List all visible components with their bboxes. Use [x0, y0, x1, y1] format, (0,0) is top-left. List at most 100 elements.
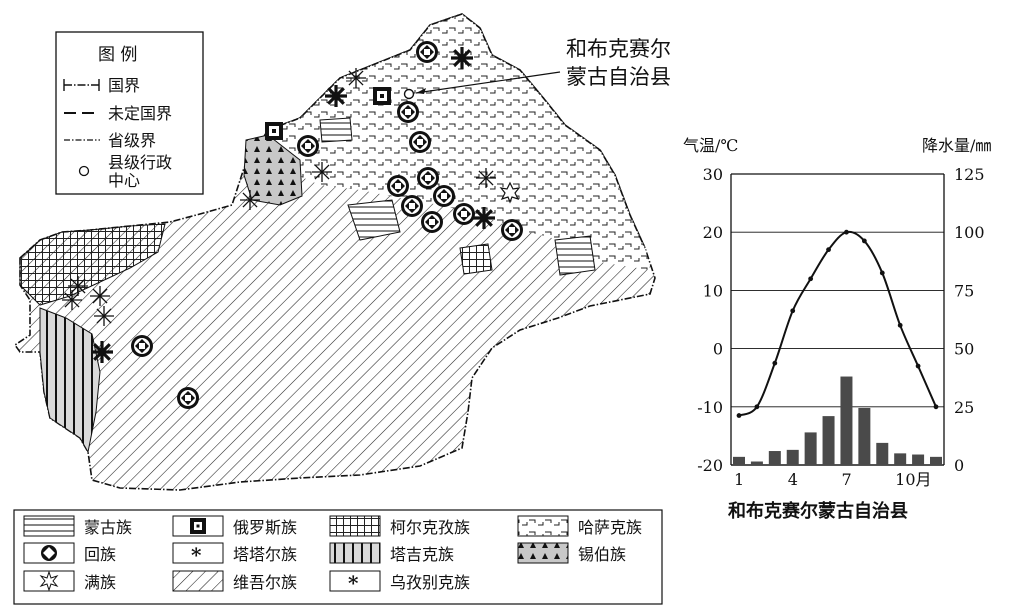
hui-symbol	[297, 135, 319, 157]
left-tick-label: 10	[703, 281, 723, 300]
uzbek-symbol	[90, 286, 110, 306]
precip-bar	[930, 457, 942, 465]
right-tick-label: 75	[954, 281, 974, 300]
x-tick-label: 10月	[895, 470, 931, 489]
callout-label-line1: 和布克赛尔	[566, 37, 671, 61]
left-tick-label: 30	[703, 165, 723, 184]
legend-label-provincial-border: 省级界	[108, 131, 156, 150]
temperature-point	[880, 271, 885, 276]
legend-label-uyghur: 维吾尔族	[233, 573, 297, 592]
x-tick-label: 7	[841, 470, 851, 489]
precip-bar	[876, 443, 888, 465]
right-axis-label: 降水量/㎜	[922, 136, 991, 155]
precip-bar	[858, 408, 870, 465]
legend-label-undetermined-border: 未定国界	[108, 104, 172, 123]
right-tick-label: 25	[954, 398, 974, 417]
precip-bar	[805, 432, 817, 465]
precip-bar	[787, 450, 799, 465]
precip-bar	[769, 451, 781, 465]
hui-symbol	[421, 211, 443, 233]
left-tick-label: 20	[703, 223, 723, 242]
legend-label-national-border: 国界	[108, 76, 140, 95]
x-tick-label: 1	[734, 470, 744, 489]
hui-symbol	[417, 167, 439, 189]
russian-swatch	[173, 516, 223, 536]
legend-label-tajik: 塔吉克族	[390, 545, 454, 564]
right-tick-label: 50	[954, 340, 974, 359]
precip-bar	[733, 457, 745, 465]
xibe-swatch	[518, 543, 568, 563]
hui-symbol	[501, 219, 523, 241]
legend-label-kyrgyz: 柯尔克孜族	[390, 518, 470, 537]
mongol-swatch	[24, 516, 74, 536]
uzbek-symbol	[476, 168, 496, 188]
uzbek-swatch: *	[330, 571, 380, 595]
precip-bar	[894, 453, 906, 465]
x-tick-label: 4	[788, 470, 798, 489]
svg-text:*: *	[191, 543, 202, 567]
uzbek-symbol	[312, 162, 332, 182]
callout-label-line2: 蒙古自治县	[566, 65, 671, 89]
temperature-point	[862, 239, 867, 244]
temperature-point	[808, 276, 813, 281]
tatar-symbol	[325, 85, 347, 107]
tatar-symbol	[451, 47, 473, 69]
chart-title: 和布克赛尔蒙古自治县	[728, 500, 908, 522]
uzbek-symbol	[68, 276, 88, 296]
uzbek-symbol	[62, 290, 82, 310]
temperature-point	[916, 364, 921, 369]
precip-bar	[751, 462, 763, 465]
left-tick-label: 0	[713, 340, 723, 359]
county-center-icon	[80, 167, 89, 176]
hui-symbol	[131, 335, 153, 357]
ethnic-legend: 蒙古族 俄罗斯族 柯尔克孜族 哈萨克族 回族 * 塔塔尔族 塔吉克族 锡伯族	[14, 510, 662, 604]
hui-symbol	[416, 41, 438, 63]
legend-label-hui: 回族	[84, 545, 116, 564]
uzbek-symbol	[346, 68, 366, 88]
temperature-point	[755, 404, 760, 409]
right-tick-label: 125	[954, 165, 985, 184]
kazakh-swatch	[518, 516, 568, 536]
hui-symbol	[401, 195, 423, 217]
left-tick-label: -10	[697, 398, 723, 417]
right-tick-label: 100	[954, 223, 985, 242]
tatar-symbol	[473, 207, 495, 229]
precip-bar	[823, 416, 835, 465]
chart-gridlines	[731, 174, 944, 465]
hui-symbol	[177, 387, 199, 409]
left-tick-label: -20	[697, 456, 723, 475]
tatar-symbol	[91, 341, 113, 363]
uzbek-symbol	[94, 306, 114, 326]
temperature-point	[790, 308, 795, 313]
legend-label-mongol: 蒙古族	[84, 518, 132, 537]
tajik-swatch	[330, 543, 380, 563]
hui-symbol	[397, 101, 419, 123]
climate-chart: 气温/℃ 降水量/㎜ 30 125 20 100 10 75 0 50 -10 25 -20 0 1 4 7…	[683, 136, 991, 522]
precip-bar	[912, 455, 924, 465]
legend-label-county-center-2: 中心	[108, 171, 140, 190]
temperature-points	[737, 230, 939, 418]
temperature-point	[898, 323, 903, 328]
kyrgyz-swatch	[330, 516, 380, 536]
uyghur-swatch	[173, 571, 223, 591]
precip-bar	[840, 377, 852, 465]
county-center-marker	[405, 90, 414, 99]
legend-label-kazakh: 哈萨克族	[578, 518, 642, 537]
temperature-point	[737, 413, 742, 418]
temperature-point	[934, 404, 939, 409]
hui-symbol	[387, 175, 409, 197]
svg-text:*: *	[348, 571, 359, 595]
temperature-point	[772, 361, 777, 366]
temperature-point	[826, 247, 831, 252]
legend-title: 图 例	[98, 45, 137, 65]
russian-symbol	[265, 122, 283, 140]
hui-swatch	[24, 543, 74, 563]
uzbek-symbol	[240, 190, 260, 210]
legend-label-county-center-1: 县级行政	[108, 153, 172, 172]
legend-label-tatar: 塔塔尔族	[233, 545, 297, 564]
tatar-swatch: *	[173, 543, 223, 567]
legend-label-russian: 俄罗斯族	[233, 518, 297, 537]
temperature-curve	[739, 232, 936, 416]
legend-box: 图 例 国界 未定国界 省级界 县级行政 中心	[56, 32, 203, 194]
hui-symbol	[453, 203, 475, 225]
